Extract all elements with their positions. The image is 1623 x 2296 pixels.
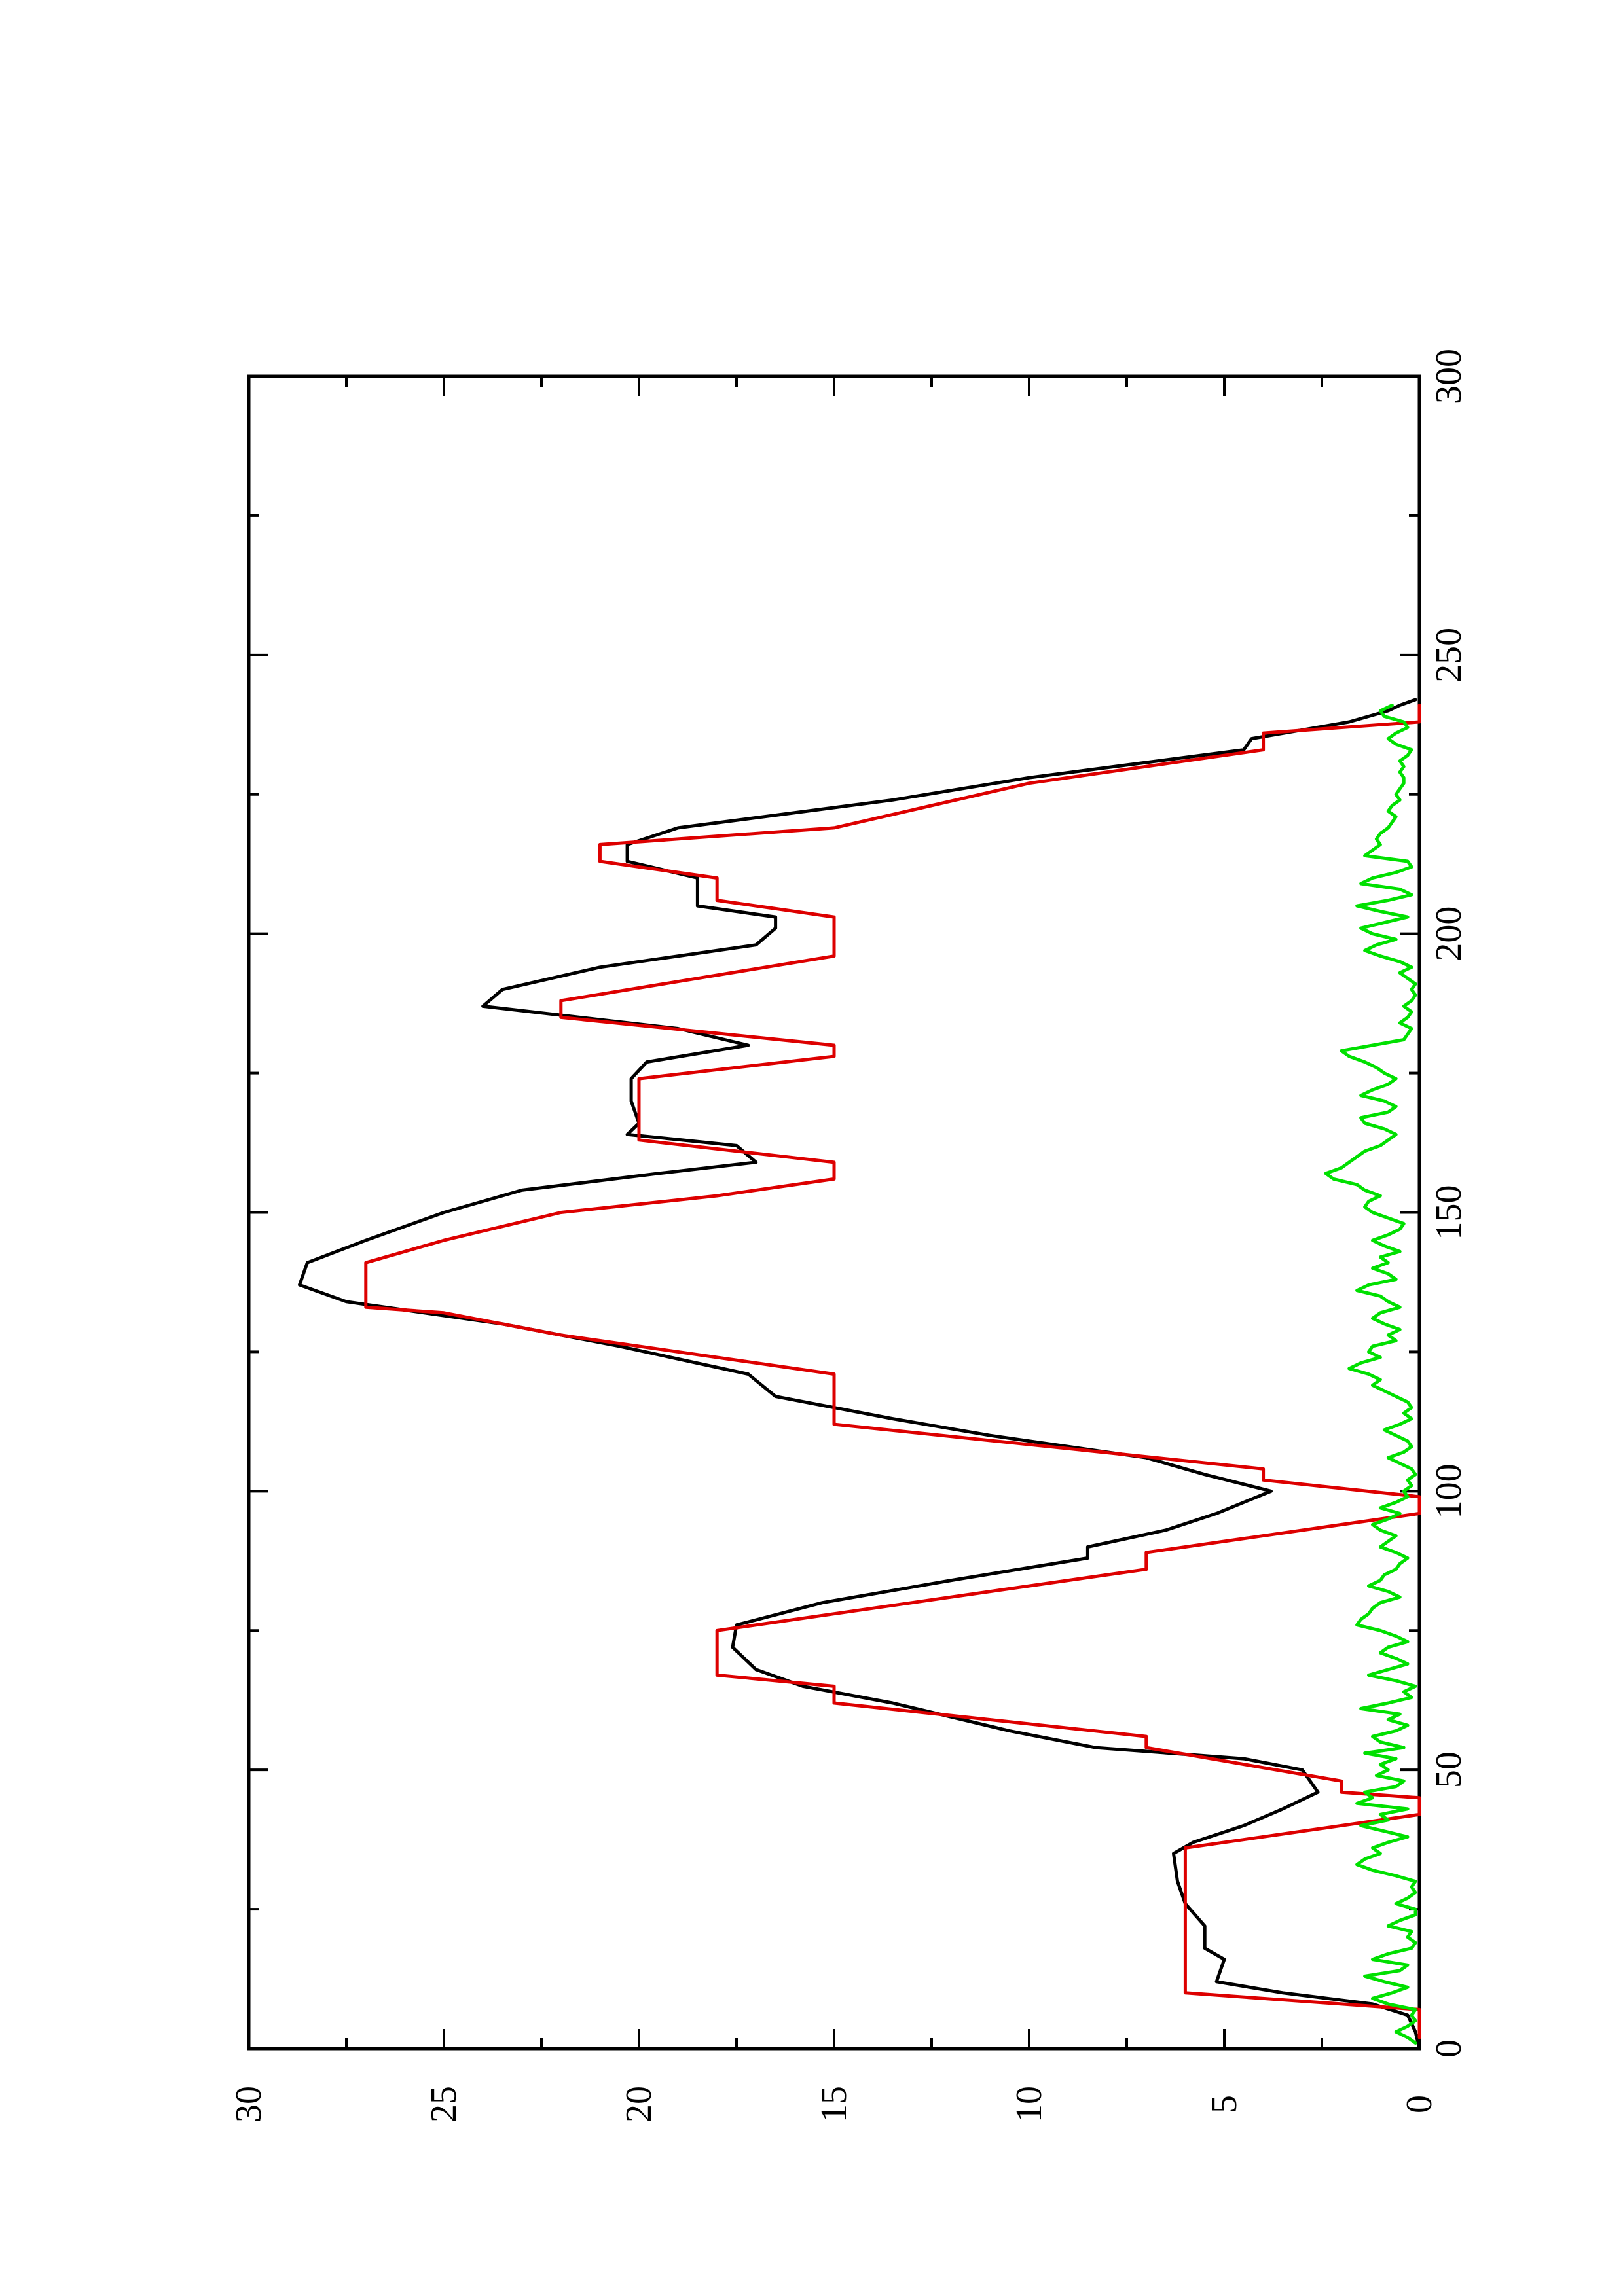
y-tick-label: 0 (1399, 2095, 1440, 2113)
x-tick-label: 50 (1429, 1751, 1469, 1788)
y-tick-label: 30 (228, 2086, 269, 2123)
y-tick-label: 5 (1204, 2095, 1245, 2113)
series-line-green (1324, 704, 1417, 2045)
x-tick-label: 100 (1429, 1463, 1469, 1518)
x-tick-label: 0 (1429, 2039, 1469, 2058)
series-line-red (364, 704, 1421, 2039)
y-tick-label: 10 (1009, 2086, 1049, 2123)
x-tick-label: 300 (1429, 349, 1469, 404)
series-line-black (298, 698, 1421, 2051)
plot-frame (247, 374, 1421, 2051)
y-tick-label: 25 (424, 2086, 464, 2123)
y-tick-label: 15 (814, 2086, 854, 2123)
y-tick-label: 20 (619, 2086, 659, 2123)
axis-tick-labels: 0 50 100 150 200 250 300 0 5 10 15 20 25 30 (228, 349, 1469, 2123)
x-tick-label: 150 (1429, 1185, 1469, 1240)
axis-ticks (247, 375, 1421, 2050)
x-tick-label: 250 (1429, 628, 1469, 683)
x-tick-label: 200 (1429, 906, 1469, 961)
series-lines (298, 698, 1421, 2051)
